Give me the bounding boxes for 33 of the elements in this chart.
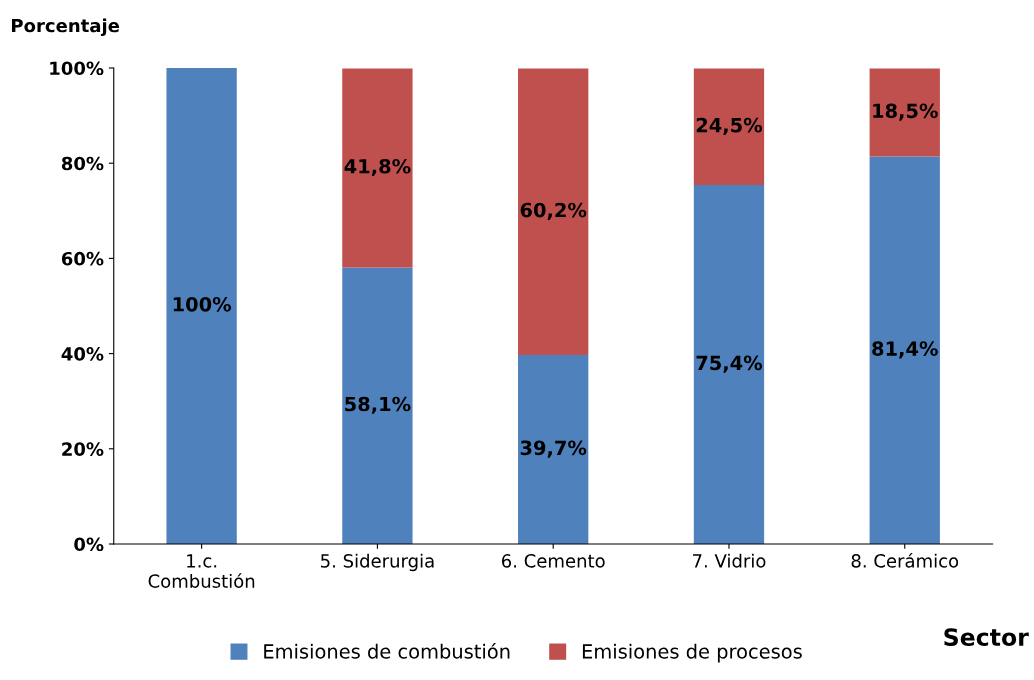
x-tick-label: 6. Cemento [501, 554, 605, 568]
data-label: 41,8% [344, 158, 411, 177]
data-label: 81,4% [872, 341, 938, 359]
bar [869, 156, 940, 544]
legend-label: Emisiones de procesos [582, 643, 802, 663]
x-tick-label: 1.c. Combustión [148, 554, 255, 588]
legend-label: Emisiones de combustión [264, 642, 510, 659]
bar [869, 68, 940, 157]
y-axis-title: Porcentaje [12, 18, 120, 37]
bar [518, 68, 589, 356]
data-label: 58,1% [345, 396, 411, 414]
x-tick-label: 7. Vidrio [693, 553, 766, 568]
bar [693, 185, 765, 544]
bar [166, 68, 237, 544]
y-tick-label: 80% [61, 156, 104, 171]
y-tick-label: 20% [62, 442, 104, 456]
data-label: 39,7% [520, 440, 587, 458]
bar [342, 267, 413, 544]
data-label: 60,2% [520, 202, 587, 220]
y-tick-label: 0% [74, 537, 104, 552]
y-tick-label: 100% [50, 61, 104, 76]
data-label: 24,5% [696, 117, 763, 135]
data-label: 100% [173, 296, 232, 312]
bar [518, 355, 589, 544]
y-tick-label: 40% [61, 347, 104, 361]
data-label: 75,4% [696, 355, 763, 373]
x-tick-label: 8. Cerámico [851, 553, 959, 568]
x-tick-label: 5. Siderurgia [321, 553, 434, 572]
x-axis-title: Sector [944, 628, 1029, 647]
bar [693, 68, 765, 186]
y-tick-label: 60% [61, 251, 104, 266]
data-label: 18,5% [873, 103, 938, 121]
bar [342, 68, 413, 268]
